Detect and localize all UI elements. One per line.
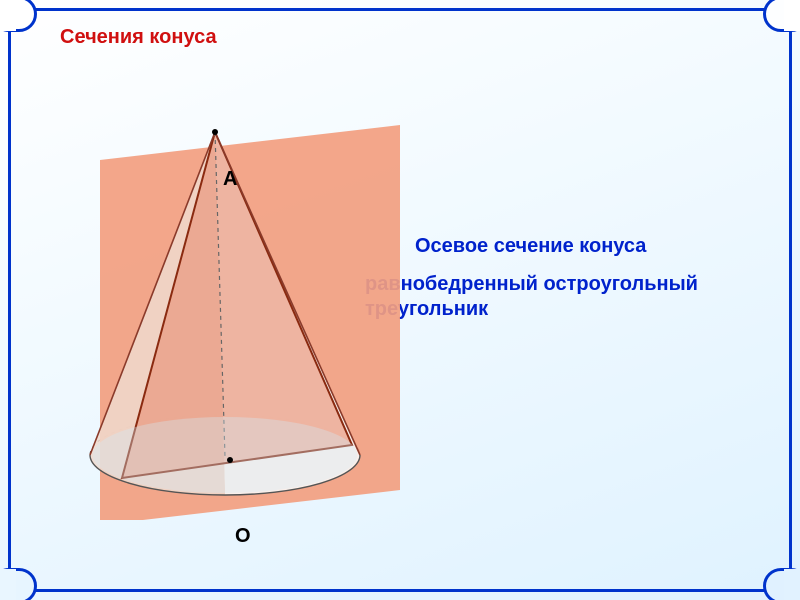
apex-label: A	[223, 168, 237, 191]
slide: Сечения конуса Осевое сечение конуса рав…	[0, 0, 800, 600]
center-point	[227, 457, 233, 463]
frame-corner-mask	[0, 569, 16, 600]
cone-base-inner-ellipse	[93, 417, 358, 493]
slide-title: Сечения конуса	[60, 26, 217, 49]
frame-corner-mask	[784, 569, 800, 600]
frame-corner-mask	[0, 0, 16, 31]
cone-diagram-svg	[30, 60, 450, 520]
frame-corner-mask	[784, 0, 800, 31]
diagram-area: A O	[30, 60, 450, 520]
center-label: O	[235, 525, 251, 548]
apex-point	[212, 129, 218, 135]
